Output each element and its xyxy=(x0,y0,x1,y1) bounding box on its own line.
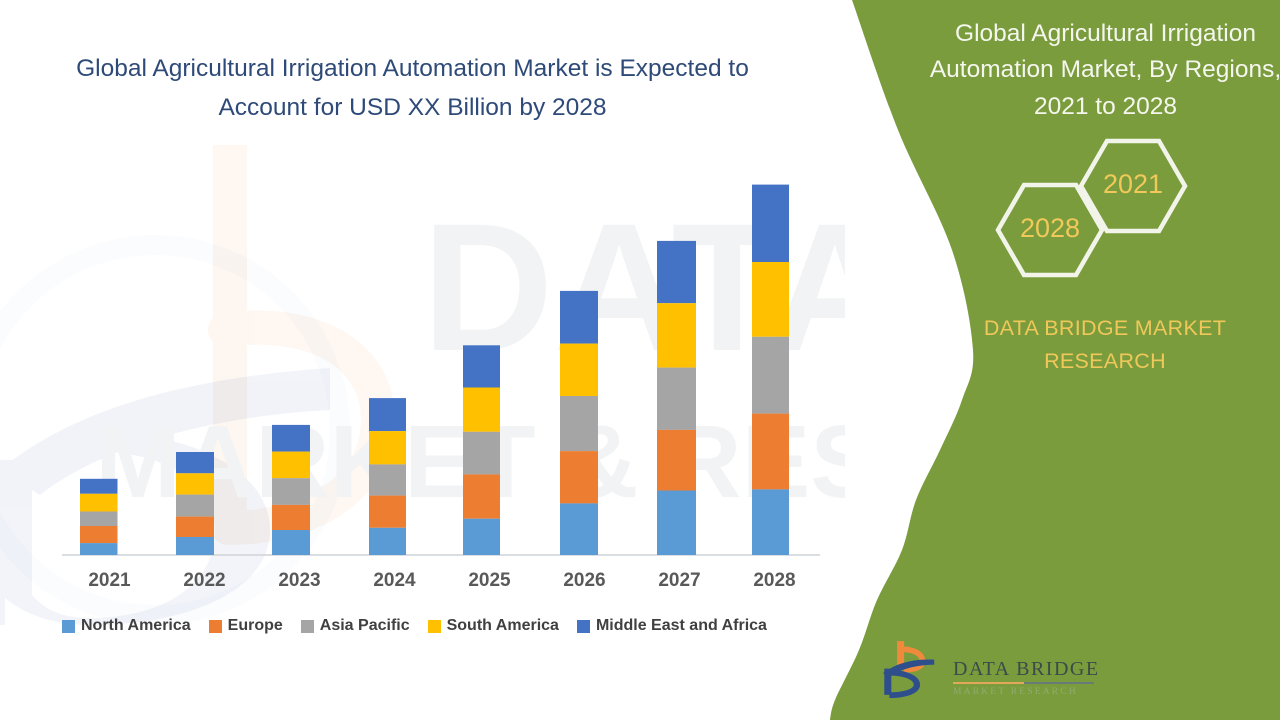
svg-text:2028: 2028 xyxy=(1020,213,1080,243)
svg-text:2021: 2021 xyxy=(1103,169,1163,199)
